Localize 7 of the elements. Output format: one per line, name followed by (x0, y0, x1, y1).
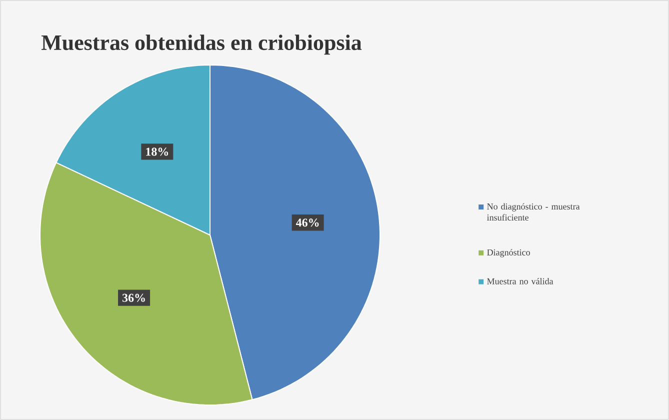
legend-label: No diagnóstico - muestra insuficiente (486, 203, 580, 221)
data-label: 36% (122, 294, 145, 302)
legend-label: Muestra no válida (487, 278, 554, 284)
chart-title: Muestras obtenidas en criobiopsia (41, 34, 362, 55)
data-label: 46% (296, 218, 319, 227)
data-label: 18% (146, 148, 168, 156)
legend-label: Diagnóstico (487, 249, 530, 258)
